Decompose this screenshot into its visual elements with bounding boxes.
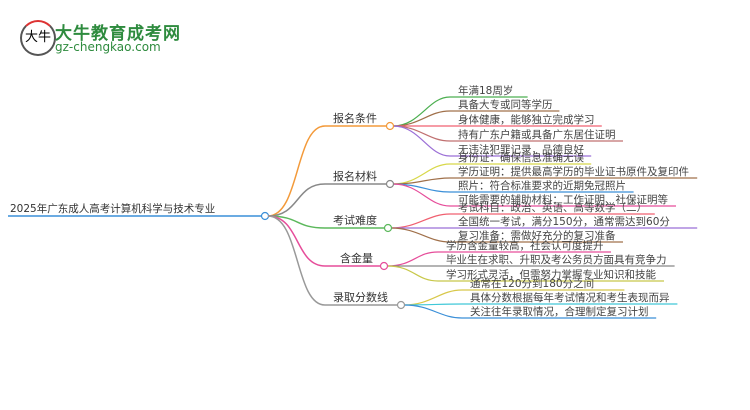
branch-node[interactable]: 报名条件 (333, 111, 377, 125)
leaf-connector (392, 183, 676, 207)
branch-node[interactable]: 报名材料 (333, 169, 377, 183)
leaf-node[interactable]: 全国统一考试，满分150分，通常需达到60分 (458, 215, 670, 228)
branch-collapse-toggle[interactable] (385, 179, 395, 189)
leaf-connector (386, 265, 664, 282)
leaf-node[interactable]: 具体分数根据每年考试情况和考生表现而异 (470, 291, 670, 304)
leaf-node[interactable]: 学习形式灵活，但需努力掌握专业知识和技能 (446, 268, 656, 281)
leaf-node[interactable]: 可能需要的辅助材料：工作证明、社保证明等 (458, 193, 668, 206)
branch-collapse-toggle[interactable] (385, 121, 395, 131)
leaf-node[interactable]: 毕业生在求职、升职及考公务员方面具有竞争力 (446, 253, 667, 266)
root-collapse-toggle[interactable] (260, 211, 270, 221)
logo-name: 大牛教育成考网 (55, 24, 181, 44)
branch-connector (267, 215, 381, 267)
leaf-node[interactable]: 照片：符合标准要求的近期免冠照片 (458, 179, 626, 192)
leaf-node[interactable]: 身份证：确保信息准确无误 (458, 151, 584, 164)
logo-icon: 大牛 (20, 20, 56, 56)
branch-connector (267, 215, 385, 229)
leaf-node[interactable]: 通常在120分到180分之间 (470, 277, 594, 290)
leaf-node[interactable]: 持有广东户籍或具备广东居住证明 (458, 128, 616, 141)
root-node[interactable]: 2025年广东成人高考计算机科学与技术专业 (10, 202, 215, 215)
branch-collapse-toggle[interactable] (396, 300, 406, 310)
logo-url: gz-chengkao.com (55, 40, 161, 54)
leaf-node[interactable]: 关注往年录取情况，合理制定复习计划 (470, 305, 649, 318)
branch-connector (267, 125, 387, 217)
leaf-node[interactable]: 考试科目：政治、英语、高等数学（二） (458, 201, 647, 214)
leaf-node[interactable]: 身体健康，能够独立完成学习 (458, 113, 595, 126)
branch-collapse-toggle[interactable] (379, 261, 389, 271)
leaf-node[interactable]: 学历含金量较高，社会认可度提升 (446, 239, 604, 252)
leaf-node[interactable]: 复习准备：需做好充分的复习准备 (458, 229, 616, 242)
leaf-connector (403, 303, 678, 306)
branch-node[interactable]: 考试难度 (333, 213, 377, 227)
branch-node[interactable]: 录取分数线 (333, 290, 388, 304)
leaf-connector (403, 304, 657, 319)
leaf-connector (390, 227, 623, 243)
branch-collapse-toggle[interactable] (383, 223, 393, 233)
branch-connector (267, 215, 398, 306)
leaf-node[interactable]: 具备大专或同等学历 (458, 98, 553, 111)
leaf-node[interactable]: 无违法犯罪记录，品德良好 (458, 143, 584, 156)
branch-connector (267, 183, 387, 217)
leaf-node[interactable]: 年满18周岁 (458, 84, 513, 97)
branch-node[interactable]: 含金量 (340, 251, 373, 265)
leaf-node[interactable]: 学历证明：提供最高学历的毕业证书原件及复印件 (458, 165, 689, 178)
leaf-connector (392, 125, 592, 157)
